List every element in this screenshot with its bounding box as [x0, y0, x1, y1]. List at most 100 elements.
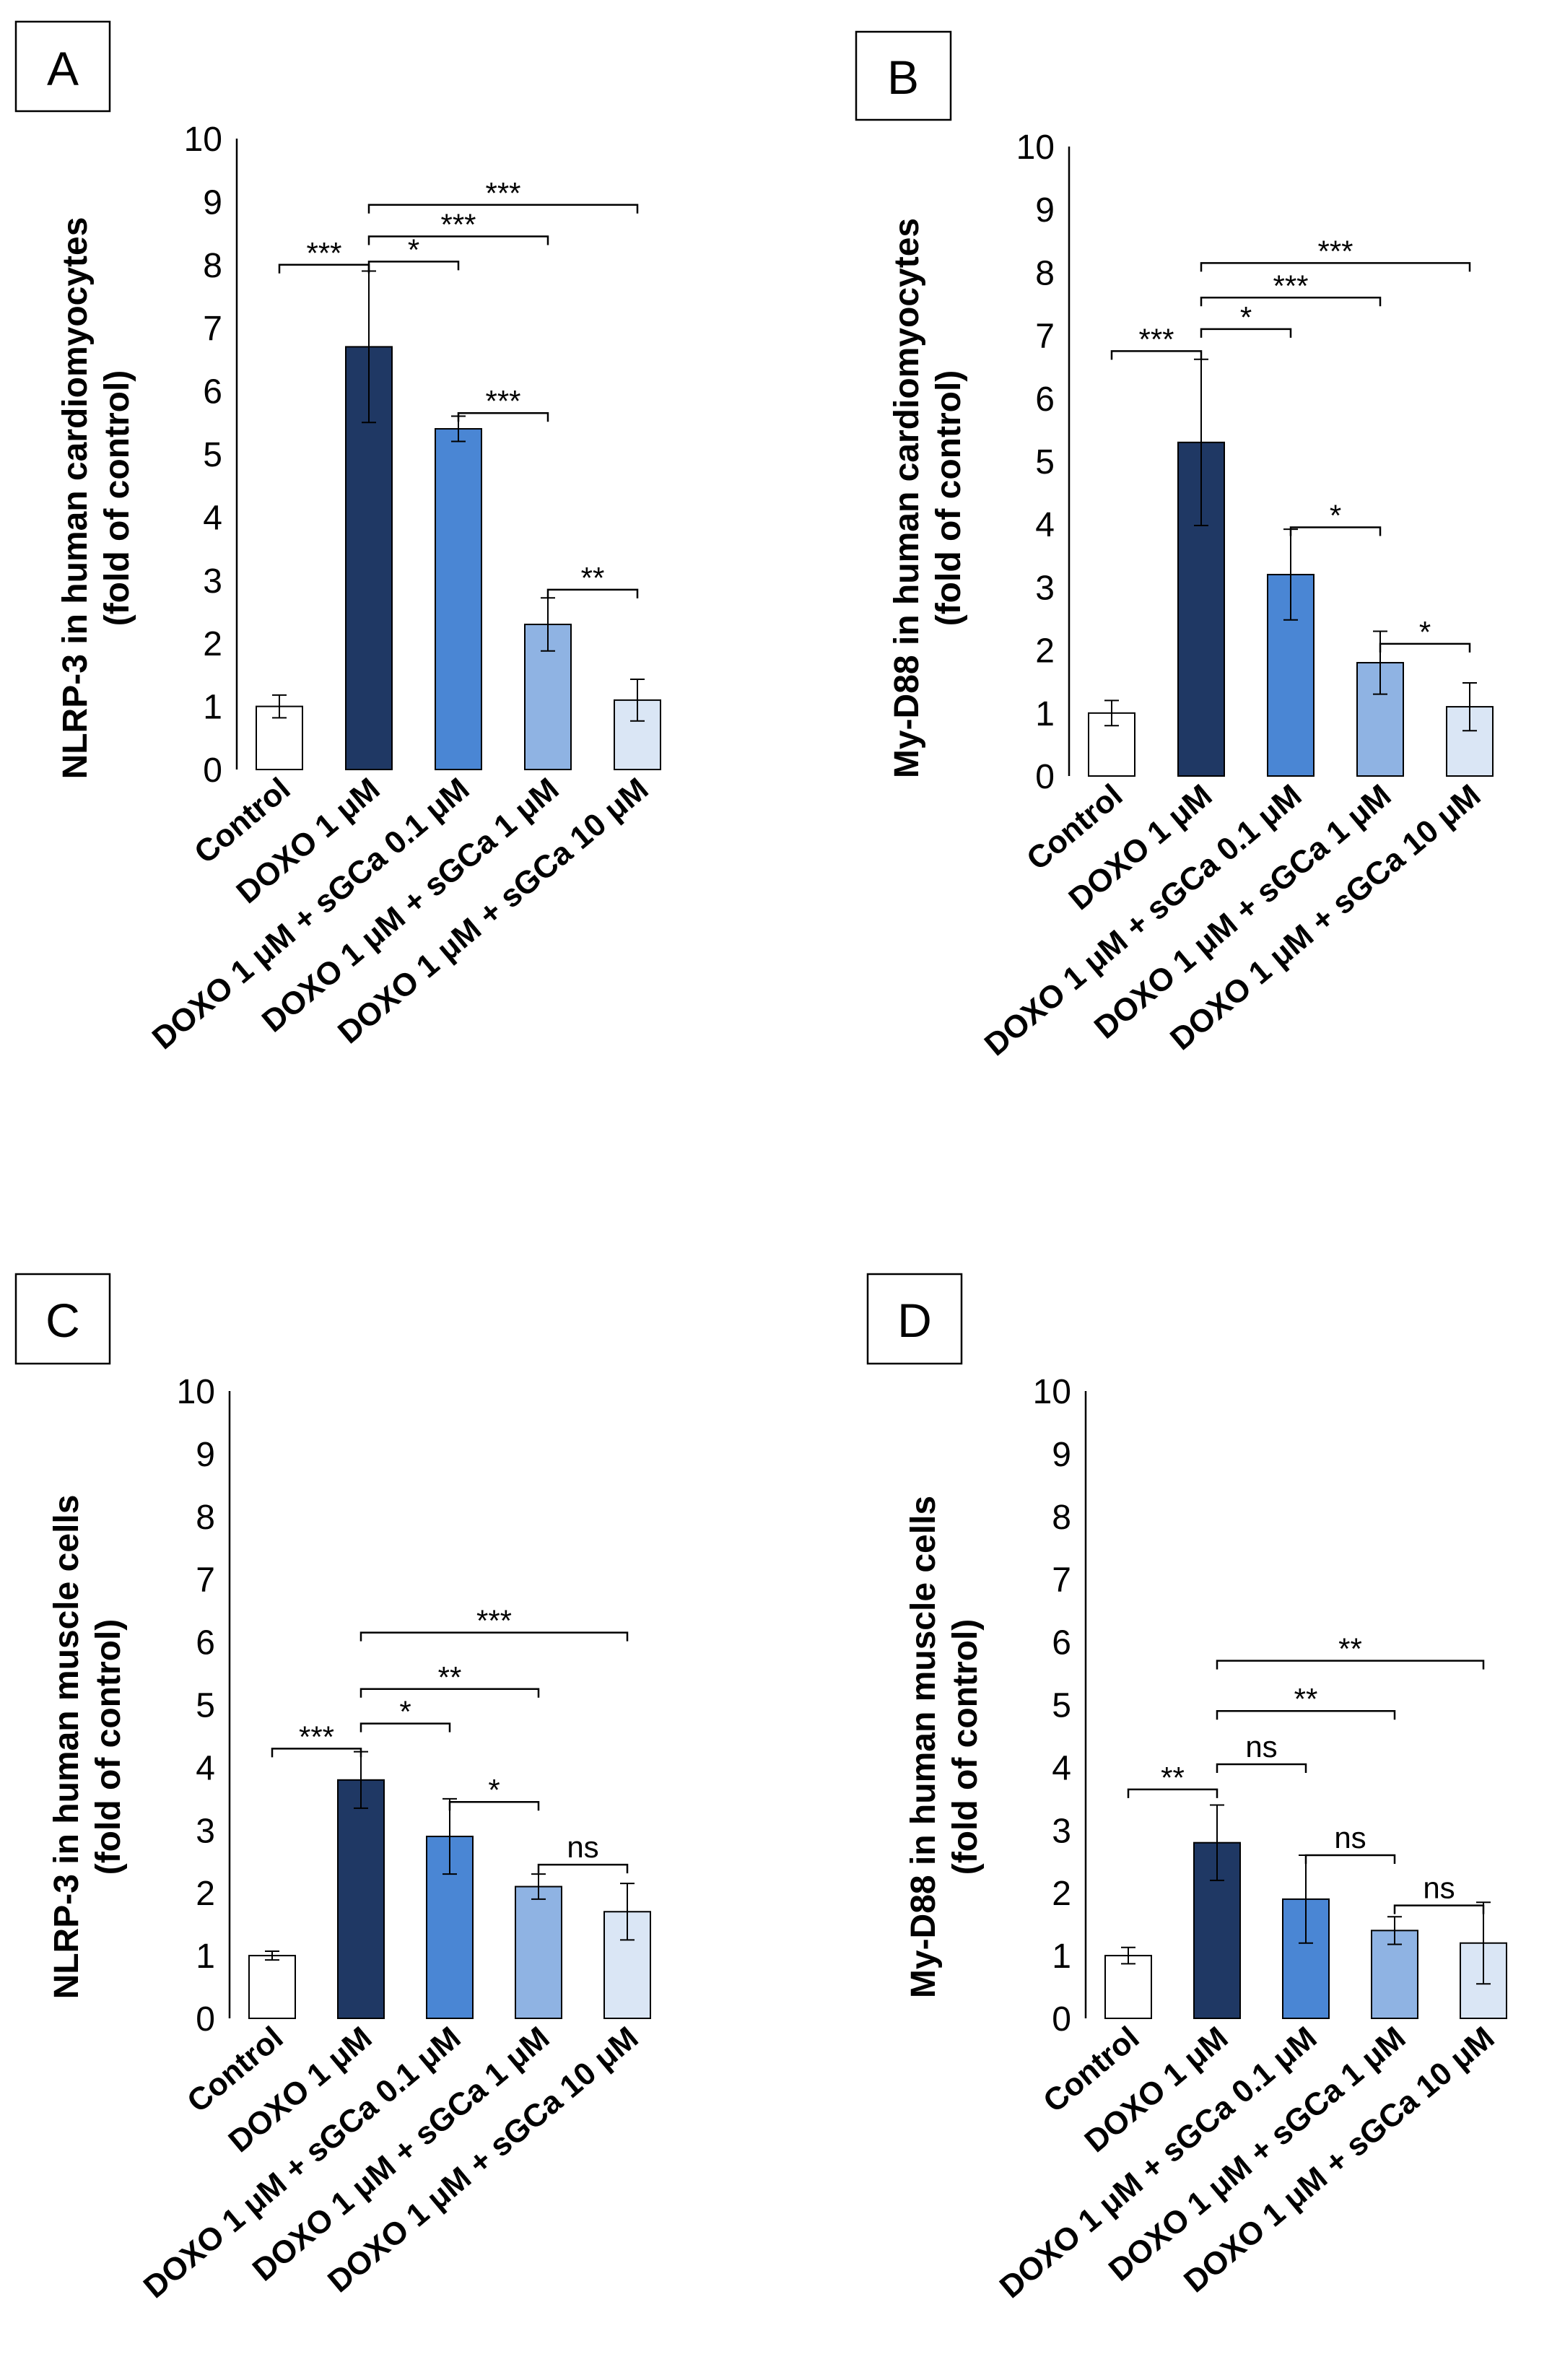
- panel-label: D: [897, 1294, 932, 1347]
- significance-bracket-3: **: [1216, 1682, 1396, 1720]
- chart-panel-b: B 0 1 2 3 4 5 6 7 8 9 10 My-D88 in human cardiomyocy…: [855, 30, 1494, 1063]
- significance-label: ***: [299, 1719, 334, 1753]
- y-tick-label: 10: [1033, 1373, 1071, 1411]
- significance-label: ***: [476, 1604, 512, 1638]
- error-bar-5: [1462, 681, 1477, 732]
- y-tick-label: 6: [196, 1624, 215, 1662]
- y-tick-label: 3: [1035, 569, 1055, 607]
- y-axis-label: NLRP-3 in human muscle cells (fold of con…: [48, 1495, 128, 2000]
- y-tick-label: 0: [203, 751, 222, 790]
- bracket-line: [1200, 328, 1292, 338]
- panel-label-box: [14, 20, 111, 113]
- significance-label: ***: [1273, 269, 1308, 302]
- y-axis-label: My-D88 in human muscle cells (fold of con…: [904, 1496, 985, 1998]
- significance-bracket-5: ns: [1304, 1821, 1396, 1865]
- significance-bracket-1: ***: [271, 1719, 362, 1758]
- y-tick-label: 1: [1035, 695, 1055, 733]
- significance-bracket-2: *: [1200, 300, 1292, 338]
- bracket-line: [271, 1748, 362, 1758]
- bracket-line: [359, 1688, 540, 1698]
- error-bar-4: [531, 1873, 546, 1900]
- bracket-line: [367, 235, 549, 245]
- y-axis-label-line-2: (fold of control): [98, 370, 136, 627]
- y-tick-label: 9: [203, 183, 222, 222]
- y-tick-label: 2: [203, 625, 222, 663]
- y-tick-label: 10: [177, 1373, 215, 1411]
- bracket-line: [537, 1863, 629, 1874]
- bracket-line: [1216, 1763, 1307, 1774]
- y-tick-label: 8: [1035, 254, 1055, 292]
- error-bar-3: [443, 1797, 457, 1875]
- significance-bracket-4: ***: [367, 176, 639, 214]
- y-tick-label: 4: [1035, 506, 1055, 544]
- y-tick-label: 1: [196, 1937, 215, 1976]
- y-axis-label-line-1: NLRP-3 in human cardiomyocytes: [56, 217, 95, 780]
- y-tick-label: 6: [203, 373, 222, 411]
- error-bar-2: [1210, 1804, 1224, 1881]
- y-tick-label: 0: [1035, 758, 1055, 796]
- bracket-line: [367, 204, 639, 214]
- y-axis-label-line-2: (fold of control): [90, 1619, 128, 1875]
- significance-bracket-2: *: [367, 232, 460, 271]
- y-tick-label: 10: [1016, 128, 1055, 167]
- y-tick-label: 7: [1052, 1561, 1071, 1600]
- bar-4: [515, 1886, 562, 2020]
- y-tick-label: 0: [196, 2000, 215, 2039]
- significance-label: *: [1330, 499, 1341, 533]
- bracket-line: [359, 1722, 451, 1732]
- bracket-line: [448, 1800, 540, 1811]
- y-tick-label: 2: [196, 1875, 215, 1913]
- error-bar-1: [265, 1950, 279, 1961]
- panel-label: B: [887, 51, 919, 104]
- significance-label: ***: [1317, 234, 1353, 268]
- y-tick-label: 3: [196, 1812, 215, 1850]
- significance-label: **: [438, 1660, 462, 1694]
- significance-label: *: [399, 1695, 411, 1729]
- significance-label: ***: [1138, 322, 1174, 356]
- bracket-line: [1393, 1904, 1485, 1914]
- y-tick-label: 4: [203, 499, 222, 537]
- error-bar-5: [620, 1883, 635, 1941]
- y-tick-label: 1: [1052, 1937, 1071, 1976]
- bar-3: [435, 428, 482, 770]
- y-tick-label: 3: [1052, 1812, 1071, 1850]
- bracket-line: [1289, 526, 1382, 536]
- y-tick-label: 7: [203, 310, 222, 348]
- significance-bracket-4: ***: [359, 1604, 629, 1642]
- error-bar-5: [630, 679, 645, 722]
- significance-bracket-4: ***: [1200, 234, 1471, 272]
- significance-label: ***: [306, 236, 341, 270]
- significance-label: ***: [440, 207, 476, 241]
- significance-bracket-3: ***: [1200, 269, 1382, 307]
- significance-bracket-5: *: [1289, 499, 1382, 536]
- y-tick-label: 1: [203, 689, 222, 727]
- error-bar-1: [272, 694, 287, 719]
- significance-bracket-2: ns: [1216, 1730, 1307, 1774]
- significance-label: ***: [485, 176, 520, 210]
- bracket-line: [457, 411, 549, 422]
- significance-label: *: [408, 232, 419, 266]
- y-tick-label: 7: [1035, 318, 1055, 356]
- significance-bracket-6: **: [546, 561, 639, 598]
- y-tick-label: 5: [1052, 1687, 1071, 1725]
- y-tick-label: 8: [203, 247, 222, 285]
- y-tick-label: 4: [1052, 1749, 1071, 1787]
- bracket-line: [1216, 1709, 1396, 1720]
- y-tick-label: 9: [1035, 191, 1055, 230]
- panel-label-box: [14, 1273, 111, 1365]
- error-bar-4: [1387, 1916, 1402, 1945]
- significance-bracket-6: ns: [537, 1830, 629, 1874]
- y-axis-label-line-1: NLRP-3 in human muscle cells: [48, 1495, 86, 2000]
- panel-label-box: [855, 30, 952, 121]
- significance-label: ns: [567, 1830, 598, 1864]
- y-tick-label: 9: [1052, 1436, 1071, 1474]
- error-bar-1: [1104, 699, 1119, 727]
- significance-bracket-5: ***: [457, 384, 549, 422]
- y-tick-label: 10: [184, 121, 222, 159]
- y-axis-label-line-2: (fold of control): [930, 370, 968, 627]
- bracket-line: [1127, 1788, 1219, 1798]
- y-tick-label: 8: [196, 1499, 215, 1537]
- y-axis-label: NLRP-3 in human cardiomyocytes (fold of c…: [56, 217, 136, 780]
- y-tick-label: 4: [196, 1749, 215, 1787]
